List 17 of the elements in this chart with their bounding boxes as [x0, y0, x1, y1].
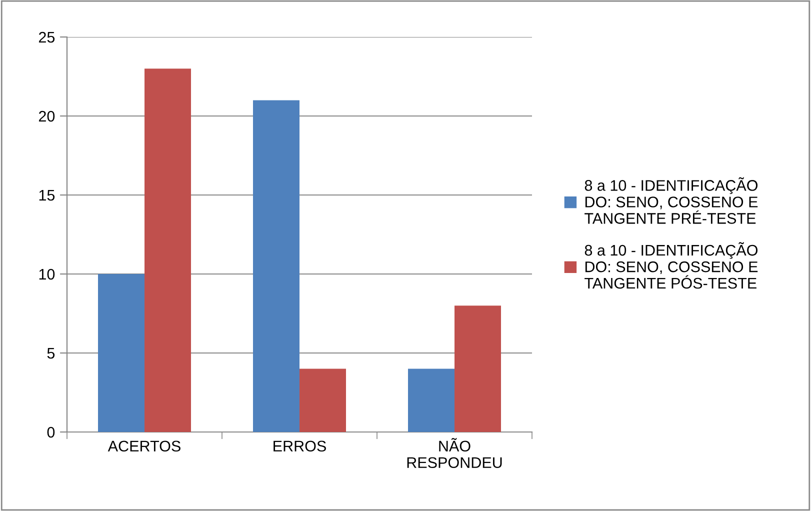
legend-label: 8 a 10 - IDENTIFICAÇÃO DO: SENO, COSSENO E TANGENTE PÓS-TESTE	[584, 242, 758, 289]
x-tick-label: ERROS	[274, 440, 326, 452]
bar	[454, 306, 501, 432]
bar	[300, 368, 346, 432]
bar	[408, 368, 454, 432]
bar	[98, 274, 144, 432]
y-tick-label: 15	[39, 190, 55, 201]
y-tick-label: 10	[39, 268, 55, 280]
y-tick-label: 5	[47, 348, 55, 359]
bar	[253, 100, 300, 432]
x-tick-label: NÃO RESPONDEU	[407, 438, 502, 468]
y-tick-label: 25	[38, 32, 55, 43]
bar	[144, 68, 191, 432]
x-tick-label: ACERTOS	[108, 440, 180, 452]
legend-label: 8 a 10 - IDENTIFICAÇÃO DO: SENO, COSSENO E TANGENTE PRÉ-TESTE	[584, 177, 758, 224]
y-tick-label: 20	[38, 110, 55, 122]
y-tick-label: 0	[47, 426, 55, 438]
